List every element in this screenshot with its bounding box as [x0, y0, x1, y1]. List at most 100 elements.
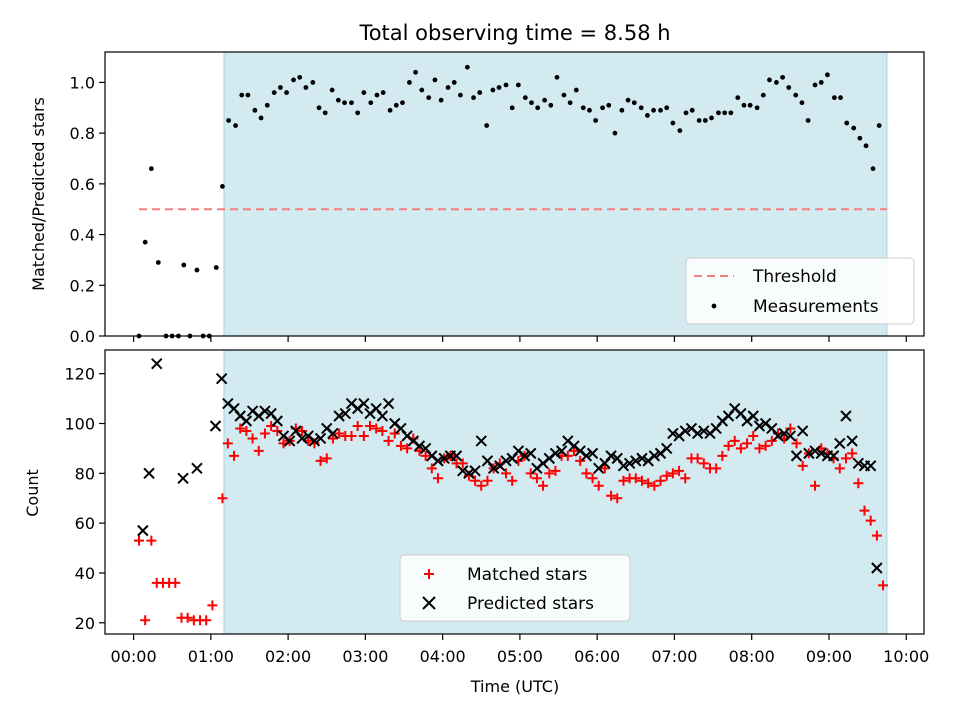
measurement-point	[722, 110, 728, 116]
measurement-point	[284, 90, 289, 95]
bottom-series-matched-stars	[133, 420, 889, 626]
matched-star-point	[133, 535, 144, 546]
predicted-star-point	[382, 397, 395, 410]
measurement-point	[651, 107, 656, 113]
matched-star-point	[371, 423, 382, 434]
measurement-point	[631, 100, 637, 106]
matched-star-point	[797, 460, 808, 471]
measurement-point	[857, 135, 863, 141]
matched-star-point	[606, 490, 617, 501]
top-chart-title: Total observing time = 8.58 h	[358, 21, 670, 45]
matched-star-point	[538, 480, 549, 491]
predicted-star-point	[143, 467, 155, 480]
predicted-star-point	[487, 462, 500, 475]
measurement-point	[509, 105, 515, 111]
measurement-point	[567, 100, 573, 106]
matched-star-point	[346, 430, 357, 441]
matched-star-point	[723, 440, 734, 451]
predicted-star-point	[698, 425, 710, 437]
bottom-y-axis-label: Count	[23, 469, 42, 517]
predicted-star-point	[864, 460, 877, 472]
measurement-point	[355, 110, 361, 116]
matched-star-point	[170, 577, 181, 588]
measurement-point	[683, 110, 689, 116]
measurement-point	[542, 97, 548, 103]
measurement-point	[387, 107, 393, 113]
measurement-point	[561, 92, 567, 98]
measurement-point	[239, 92, 245, 98]
measurement-point	[735, 95, 741, 101]
x-tick-label: 05:00	[497, 647, 543, 666]
predicted-star-point	[191, 462, 203, 475]
matched-star-point	[649, 480, 660, 491]
predicted-star-point	[549, 447, 562, 460]
matched-star-point	[476, 480, 487, 491]
x-tick-label: 09:00	[806, 647, 852, 666]
bottom-y-tick-label: 80	[75, 464, 95, 483]
predicted-star-point	[846, 435, 858, 447]
predicted-star-point	[283, 435, 296, 447]
predicted-star-point	[803, 447, 815, 460]
matched-star-point	[241, 425, 252, 436]
measurement-point	[786, 85, 792, 90]
top-legend-box	[685, 257, 915, 325]
matched-star-point	[742, 438, 753, 449]
predicted-star-point	[809, 445, 821, 457]
measurement-point	[554, 74, 560, 80]
measurement-point	[407, 80, 412, 85]
matched-star-point	[297, 425, 308, 436]
predicted-star-point	[617, 460, 630, 472]
matched-star-point	[674, 465, 685, 476]
matched-star-point	[575, 455, 586, 466]
matched-star-point	[655, 475, 666, 486]
predicted-star-point	[667, 427, 679, 440]
measurement-point	[600, 105, 605, 111]
matched-star-point	[358, 430, 369, 441]
predicted-star-point	[314, 432, 327, 445]
x-tick-label: 02:00	[265, 647, 311, 666]
matched-star-point	[667, 468, 678, 479]
measurement-point	[458, 92, 463, 98]
measurement-point	[754, 105, 760, 111]
matched-star-point	[878, 580, 889, 591]
measurement-point	[438, 97, 444, 103]
matched-star-point	[259, 428, 270, 439]
measurement-point	[342, 100, 347, 106]
matched-star-point	[871, 530, 882, 541]
matched-star-point	[618, 475, 629, 486]
measurement-point	[316, 105, 322, 111]
measurement-point	[644, 112, 650, 118]
bottom-y-tick-label: 100	[64, 414, 95, 433]
x-tick-label: 03:00	[342, 647, 388, 666]
bottom-legend: Matched stars Predicted stars	[399, 554, 631, 622]
measurement-point	[220, 183, 225, 189]
predicted-star-point	[661, 442, 673, 455]
measurement-point	[322, 110, 328, 116]
predicted-star-point	[438, 452, 450, 465]
matched-star-point	[766, 435, 777, 446]
measurement-point	[863, 143, 869, 149]
x-tick-label: 07:00	[651, 647, 697, 666]
measurement-point	[252, 107, 258, 113]
measurement-point	[625, 97, 631, 103]
predicted-star-point	[308, 435, 321, 447]
predicted-star-point	[358, 397, 370, 410]
matched-star-point	[636, 475, 647, 486]
measurement-point	[490, 87, 496, 93]
matched-star-point	[334, 428, 345, 439]
predicted-star-point	[871, 562, 883, 574]
matched-star-point	[587, 473, 598, 484]
predicted-star-point	[555, 445, 568, 457]
top-y-tick-label: 0.8	[70, 124, 95, 143]
measurement-point	[148, 166, 154, 172]
matched-star-point	[229, 450, 240, 461]
matched-star-point	[365, 420, 376, 431]
x-axis-label: Time (UTC)	[470, 677, 559, 696]
matched-star-point	[315, 455, 326, 466]
predicted-star-point	[840, 410, 852, 422]
matched-star-point	[698, 458, 709, 469]
predicted-star-point	[815, 447, 827, 460]
measurement-point	[709, 115, 714, 121]
measurement-point	[825, 72, 830, 78]
measurement-point	[851, 125, 857, 131]
